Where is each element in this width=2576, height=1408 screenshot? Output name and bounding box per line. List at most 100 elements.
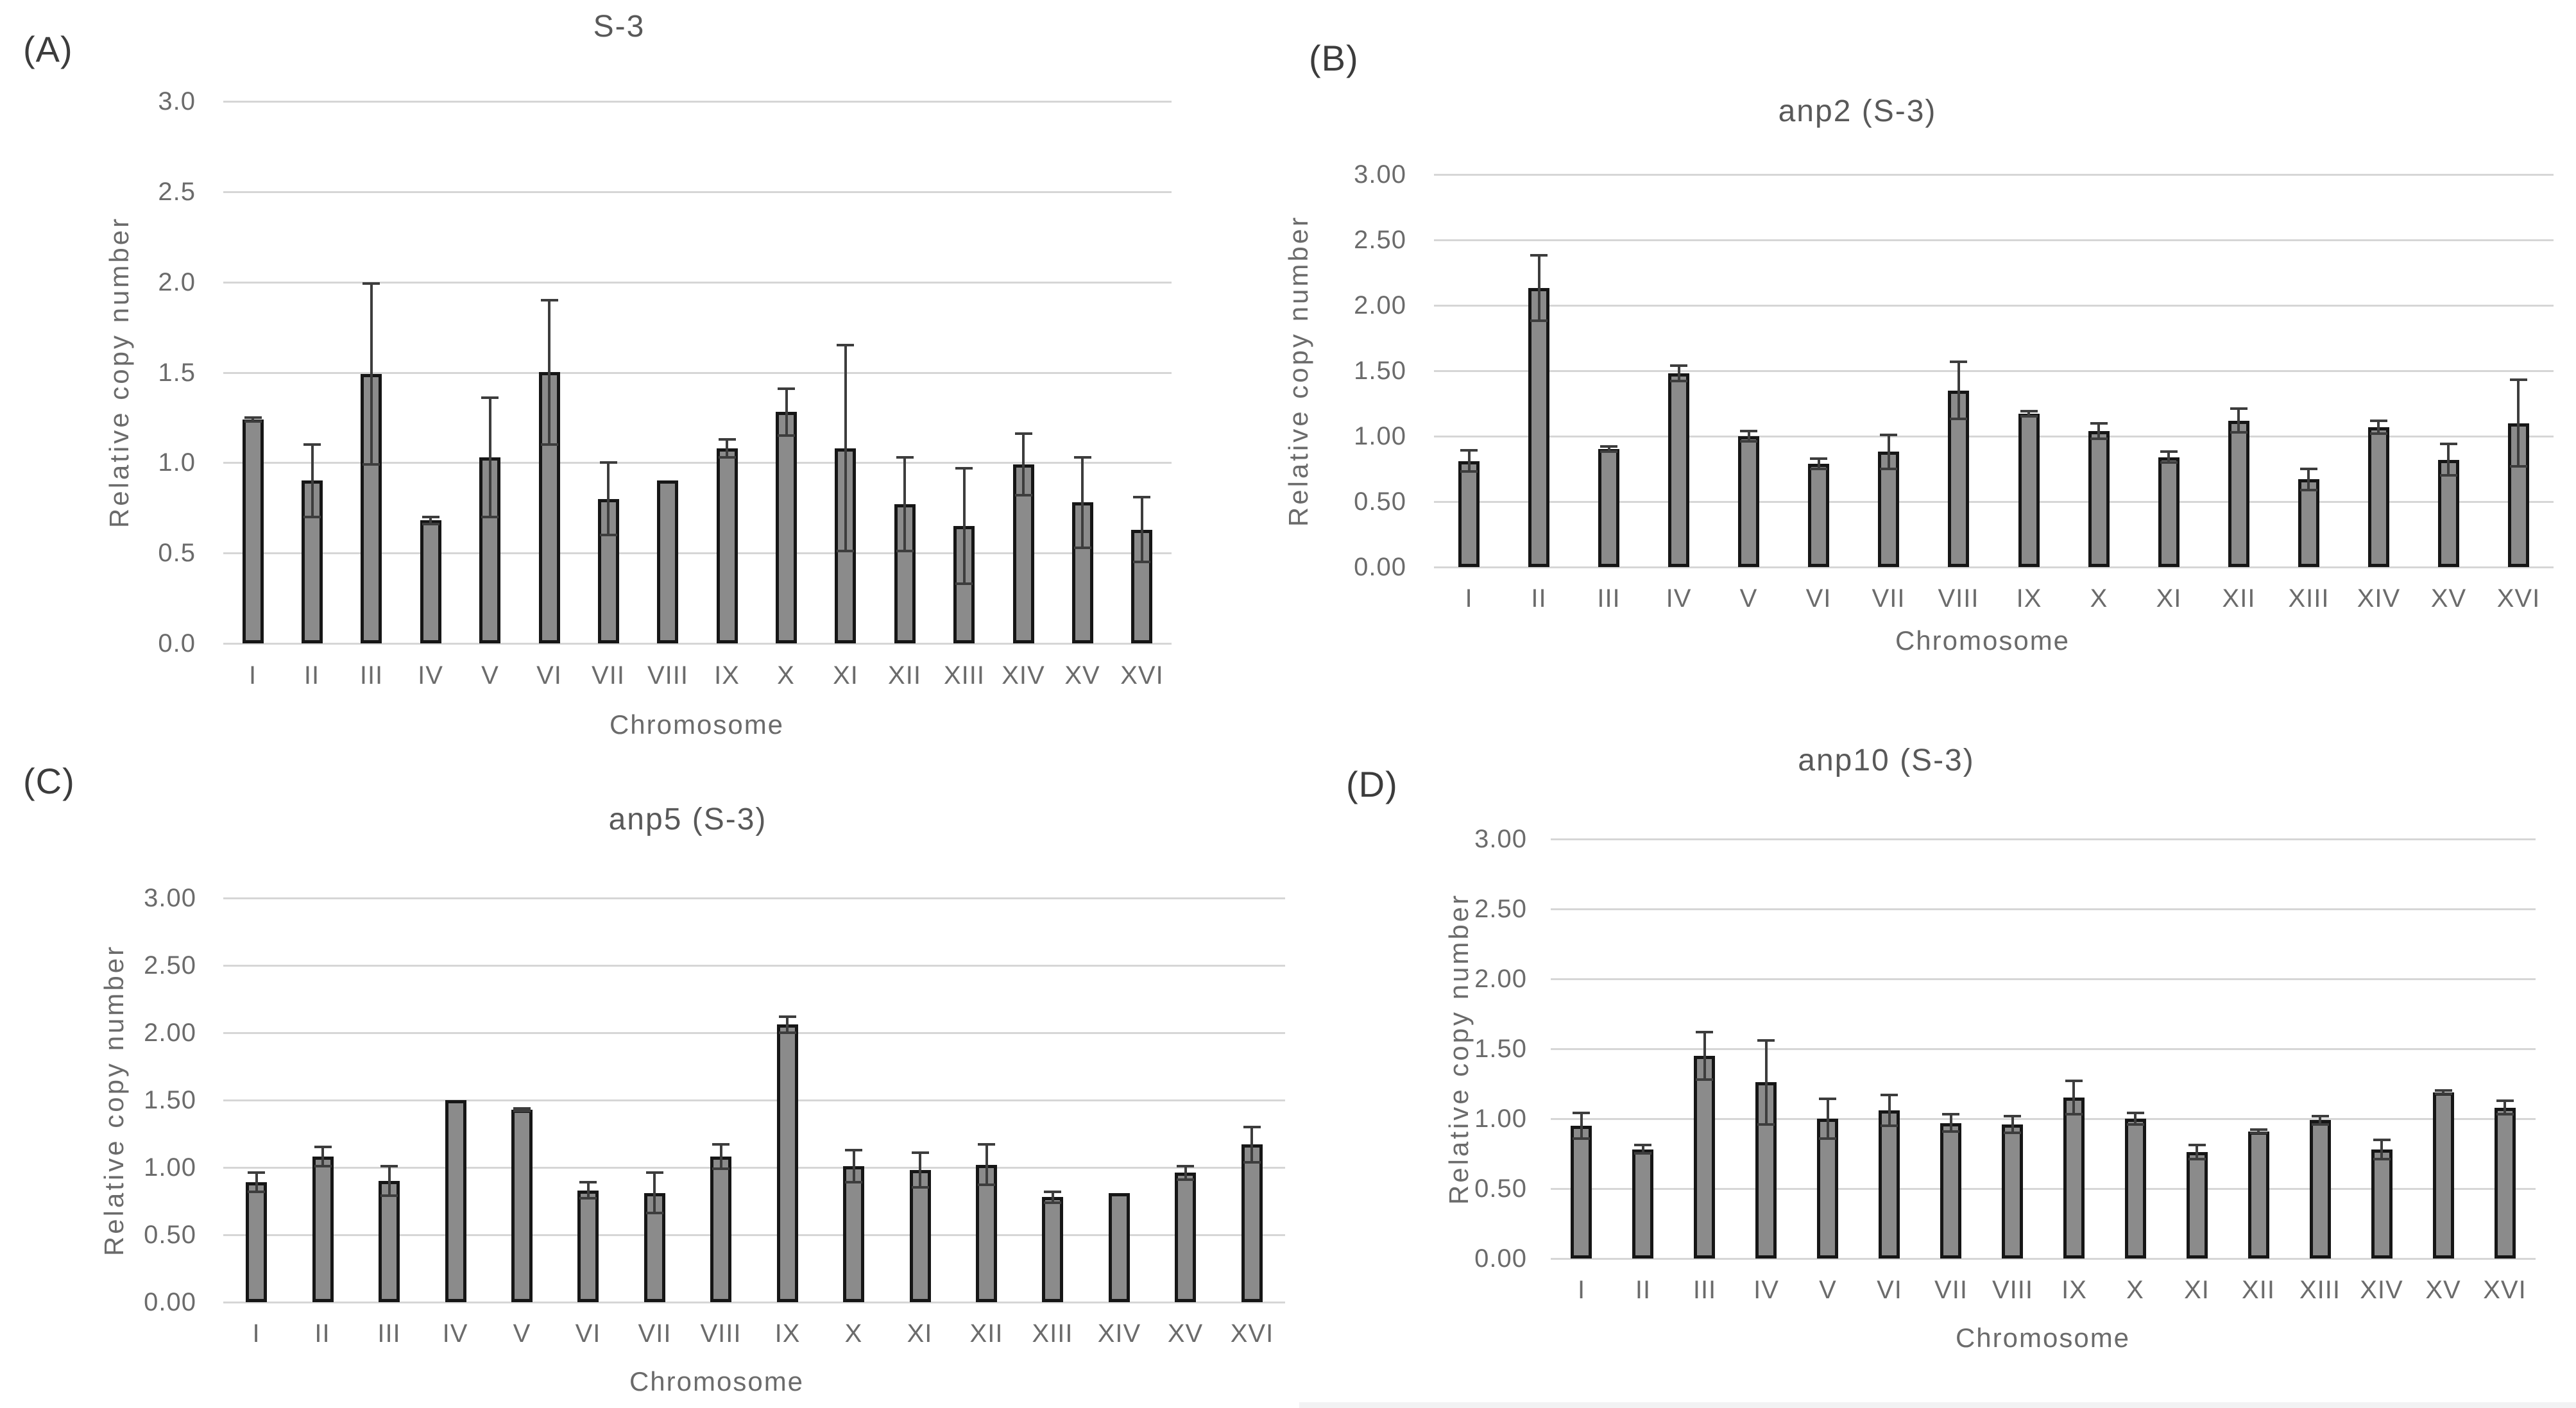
gridline [1434,566,2554,568]
bar [577,1191,599,1302]
bar [1241,1144,1263,1302]
error-bar [720,1144,722,1169]
error-bar-cap-bottom [712,1167,729,1170]
bar [1458,461,1480,567]
y-tick-label: 2.00 [1354,291,1406,319]
gridline [1434,501,2554,503]
error-bar [1052,1192,1054,1203]
error-bar-cap-bottom [1460,470,1478,473]
x-tick-label: VIII [1992,1276,2034,1304]
error-bar [321,1147,324,1166]
error-bar-cap-top [2312,1115,2329,1117]
error-bar [919,1153,921,1187]
chart-title-c: anp5 (S-3) [608,802,767,836]
error-bar [255,1173,258,1192]
bar [2371,1149,2393,1259]
x-tick-label: III [359,661,384,690]
error-bar-cap-bottom [896,550,914,552]
error-bar [2307,469,2310,490]
error-bar-cap-bottom [1696,1078,1713,1081]
bar [1940,1123,1961,1259]
y-tick-label: 1.00 [144,1153,196,1182]
error-bar-cap-top [1573,1112,1590,1114]
gridline [1551,1118,2536,1120]
error-bar [1703,1032,1706,1080]
y-tick-label: 2.50 [1354,226,1406,254]
error-bar [520,1108,523,1111]
error-bar-cap-bottom [978,1183,995,1186]
x-tick-label: XIII [1032,1319,1073,1348]
error-bar [2134,1113,2137,1124]
error-bar-cap-top [2188,1144,2206,1146]
error-bar [1468,450,1471,471]
error-bar-cap-bottom [541,443,558,446]
error-bar [370,284,373,464]
x-tick-label: VI [575,1319,601,1348]
gridline [1434,370,2554,372]
error-bar [1580,1113,1583,1139]
error-bar [1765,1040,1768,1124]
error-bar-cap-bottom [845,1181,862,1183]
error-bar-cap-top [541,299,558,301]
error-bar-cap-bottom [513,1110,531,1112]
error-bar [2097,423,2100,439]
x-tick-label: XII [2222,584,2256,613]
error-bar-cap-bottom [579,1197,597,1200]
bar [1013,464,1034,643]
error-bar-cap-bottom [1740,440,1757,443]
y-tick-label: 1.0 [158,448,196,477]
x-tick-label: XIV [2360,1276,2403,1304]
x-tick-label: I [1465,584,1473,613]
error-bar-cap-top [2440,443,2457,445]
error-bar-cap-bottom [1880,468,1897,470]
error-bar-cap-bottom [2250,1132,2267,1134]
error-bar-cap-bottom [2065,1113,2083,1115]
error-bar-cap-top [481,396,499,399]
bar [2125,1119,2146,1259]
error-bar [1141,497,1143,562]
error-bar-cap-bottom [1015,494,1032,496]
error-bar [2442,1090,2444,1094]
chart-title-d: anp10 (S-3) [1798,743,1975,777]
gridline [1434,305,2554,307]
error-bar-cap-bottom [1573,1137,1590,1140]
x-axis-label-c: Chromosome [629,1366,805,1396]
gridline [1551,908,2536,910]
error-bar [985,1144,988,1185]
error-bar-cap-bottom [1819,1137,1836,1140]
bar [379,1181,400,1302]
error-bar [2447,444,2450,475]
error-bar [587,1182,590,1198]
error-bar-cap-bottom [2440,474,2457,477]
error-bar-cap-top [2300,468,2317,470]
bar [1598,449,1619,567]
error-bar-cap-top [2373,1139,2391,1141]
bar [2088,431,2110,567]
bar [2508,423,2529,567]
x-tick-label: V [1739,584,1758,613]
y-tick-label: 3.00 [1474,825,1527,853]
error-bar [1538,255,1540,321]
error-bar-cap-top [1696,1031,1713,1033]
bar [246,1182,267,1302]
x-tick-label: VII [1872,584,1906,613]
error-bar-cap-bottom [600,534,617,536]
error-bar-cap-top [1074,456,1091,459]
bar [1528,288,1549,567]
error-bar-cap-top [244,416,262,419]
error-bar-cap-bottom [1881,1124,1898,1127]
bar [1948,391,1969,567]
x-tick-label: XI [833,661,858,690]
error-bar-cap-bottom [2020,415,2038,418]
error-bar-cap-top [1950,360,1967,363]
error-bar-cap-bottom [2004,1132,2021,1134]
error-bar-cap-top [978,1143,995,1146]
error-bar-cap-top [2230,407,2248,410]
bar [312,1157,334,1302]
error-bar-cap-bottom [2496,1113,2514,1115]
x-tick-label: I [1577,1276,1586,1304]
gridline [1551,1188,2536,1190]
error-bar-cap-top [2496,1099,2514,1102]
